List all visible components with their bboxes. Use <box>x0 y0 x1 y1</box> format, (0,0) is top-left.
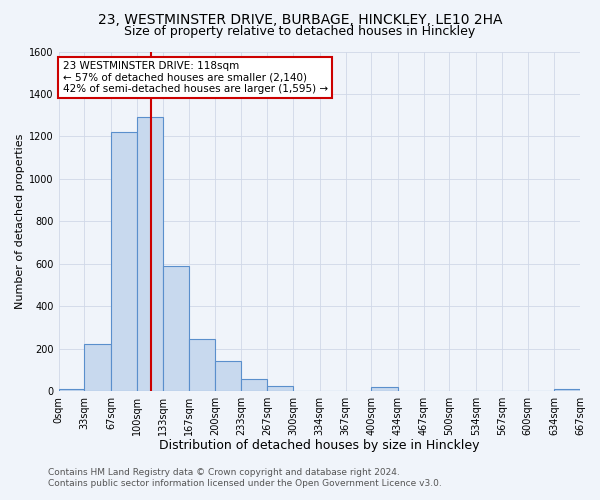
Bar <box>268 386 293 391</box>
Bar <box>215 362 241 391</box>
Bar <box>371 387 398 391</box>
Bar <box>554 389 580 391</box>
Text: 23, WESTMINSTER DRIVE, BURBAGE, HINCKLEY, LE10 2HA: 23, WESTMINSTER DRIVE, BURBAGE, HINCKLEY… <box>98 12 502 26</box>
Bar <box>241 380 268 391</box>
Bar <box>111 132 137 391</box>
Bar <box>163 266 189 391</box>
Text: Size of property relative to detached houses in Hinckley: Size of property relative to detached ho… <box>124 25 476 38</box>
Bar <box>59 389 85 391</box>
Bar <box>189 339 215 391</box>
X-axis label: Distribution of detached houses by size in Hinckley: Distribution of detached houses by size … <box>159 440 479 452</box>
Y-axis label: Number of detached properties: Number of detached properties <box>15 134 25 309</box>
Bar <box>85 344 111 391</box>
Text: 23 WESTMINSTER DRIVE: 118sqm
← 57% of detached houses are smaller (2,140)
42% of: 23 WESTMINSTER DRIVE: 118sqm ← 57% of de… <box>62 61 328 94</box>
Text: Contains HM Land Registry data © Crown copyright and database right 2024.
Contai: Contains HM Land Registry data © Crown c… <box>48 468 442 487</box>
Bar <box>137 118 163 391</box>
